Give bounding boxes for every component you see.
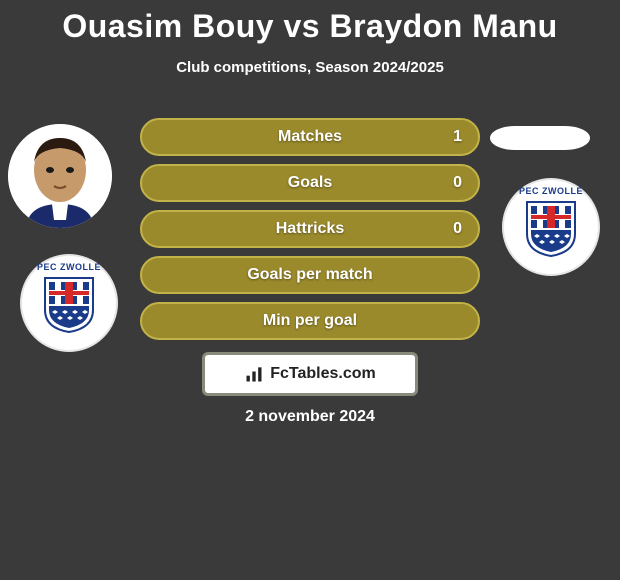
club-shield-icon: [41, 274, 97, 334]
club-name-right: PEC ZWOLLE: [519, 186, 583, 196]
brand-text: FcTables.com: [270, 365, 376, 383]
stat-row-matches: Matches 1: [140, 118, 480, 156]
stat-label: Goals: [288, 174, 332, 192]
club-badge-left: PEC ZWOLLE: [20, 254, 118, 352]
stat-label: Matches: [278, 128, 342, 146]
club-shield-icon: [523, 198, 579, 258]
stat-row-goals: Goals 0: [140, 164, 480, 202]
stat-row-hattricks: Hattricks 0: [140, 210, 480, 248]
player-avatar-left: [8, 124, 112, 228]
stat-value: 0: [453, 220, 462, 238]
stat-label: Goals per match: [247, 266, 372, 284]
club-badge-right: PEC ZWOLLE: [502, 178, 600, 276]
bar-chart-icon: [244, 364, 264, 384]
brand-badge: FcTables.com: [202, 352, 418, 396]
page-title: Ouasim Bouy vs Braydon Manu: [0, 0, 620, 45]
stat-value: 1: [453, 128, 462, 146]
stat-label: Min per goal: [263, 312, 357, 330]
stats-column: Matches 1 Goals 0 Hattricks 0 Goals per …: [140, 118, 480, 348]
date-text: 2 november 2024: [0, 408, 620, 426]
subtitle: Club competitions, Season 2024/2025: [0, 59, 620, 76]
player-avatar-right: [490, 126, 590, 150]
stat-value: 0: [453, 174, 462, 192]
avatar-face-icon: [8, 124, 112, 228]
stat-label: Hattricks: [276, 220, 344, 238]
club-name-left: PEC ZWOLLE: [37, 262, 101, 272]
stat-row-min-per-goal: Min per goal: [140, 302, 480, 340]
stat-row-goals-per-match: Goals per match: [140, 256, 480, 294]
